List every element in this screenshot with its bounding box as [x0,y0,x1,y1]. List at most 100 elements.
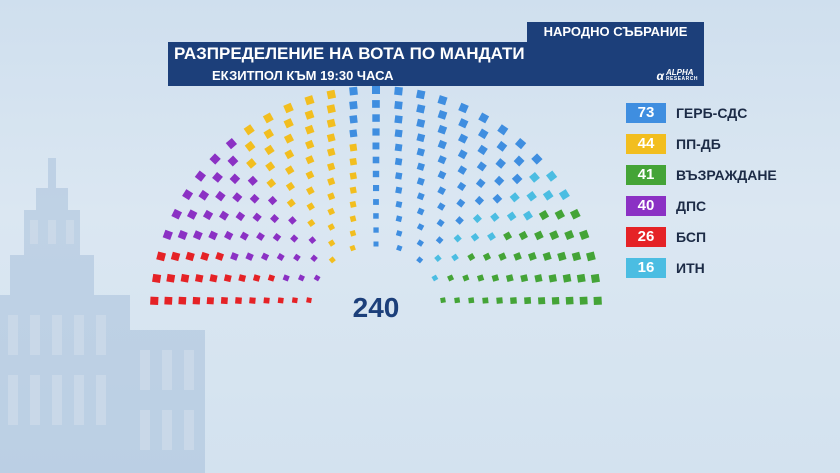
seat-mark [416,162,425,171]
seat-mark [542,251,552,261]
seat-mark [462,274,470,282]
seat-mark [492,193,503,204]
seat-mark [416,118,426,128]
seat-mark [227,155,239,167]
seat-mark [437,155,447,165]
seat-mark [545,170,558,182]
seat-mark [349,186,357,194]
seat-mark [235,297,242,305]
seat-mark [529,171,540,183]
seat-mark [520,274,529,283]
seat-mark [349,215,357,223]
seat-mark [457,149,468,160]
seat-mark [440,297,446,304]
seat-mark [437,139,447,150]
seat-mark [394,115,403,124]
seat-mark [395,230,403,237]
seat-mark [263,297,270,304]
seat-mark [164,296,173,305]
seat-mark [171,208,183,220]
seat-mark [436,218,445,227]
seat-mark [451,253,459,262]
seat-mark [434,254,442,263]
seat-mark [478,112,490,124]
seat-mark [416,207,425,216]
legend-item: 73 ГЕРБ-СДС [626,102,747,124]
title-banner: РАЗПРЕДЕЛЕНИЕ НА ВОТА ПО МАНДАТИ [168,42,704,66]
seat-mark [244,140,256,152]
legend-seat-count: 44 [626,134,666,154]
seat-mark [328,239,336,247]
seat-mark [497,124,509,136]
seat-mark [284,149,295,160]
seat-mark [270,214,280,224]
seat-mark [262,112,274,124]
seat-mark [305,155,315,165]
seat-mark [198,189,210,201]
seat-mark [372,100,380,108]
seat-mark [416,239,424,247]
seat-mark [416,177,425,186]
legend-party-name: БСП [676,229,707,245]
seat-mark [219,210,229,221]
seat-mark [156,251,166,262]
seat-mark [305,170,315,180]
seat-mark [416,147,426,157]
seat-mark [194,274,204,283]
seat-mark [557,251,567,262]
seat-mark [283,133,295,144]
seat-mark [396,244,403,252]
seat-mark [327,192,336,201]
seat-mark [326,104,336,114]
seat-mark [468,297,475,304]
seat-mark [265,161,276,172]
seat-mark [437,124,448,135]
seat-mark [477,144,488,156]
seat-mark [579,296,588,305]
seat-mark [223,274,232,283]
seat-mark [477,128,489,140]
seat-mark [326,89,337,100]
seat-mark [447,274,455,282]
seat-mark [178,296,187,305]
seat-mark [395,172,403,180]
assembly-label: НАРОДНО СЪБРАНИЕ [543,24,688,39]
seat-mark [215,252,225,261]
seat-mark [576,273,586,283]
seat-mark [209,274,218,283]
seat-mark [372,156,380,164]
seat-mark [308,236,317,244]
seat-mark [349,244,356,252]
seat-mark [246,158,257,169]
seat-mark [239,231,249,241]
seat-mark [202,209,214,221]
seat-mark [415,89,426,100]
legend-seat-count: 16 [626,258,666,278]
seat-mark [416,133,426,143]
seat-mark [349,230,357,237]
seat-mark [232,192,243,203]
seat-mark [503,231,513,241]
seat-mark [476,274,485,282]
legend-item: 44 ПП-ДБ [626,133,721,155]
seat-mark [524,297,532,305]
seat-mark [243,124,255,136]
seat-mark [327,223,336,231]
seat-mark [235,211,246,222]
seat-mark [260,252,270,261]
seat-mark [230,252,239,261]
assembly-banner: НАРОДНО СЪБРАНИЕ [527,22,704,42]
seat-mark [437,186,446,196]
seat-mark [266,178,277,189]
seat-mark [527,252,537,261]
seat-mark [431,274,439,282]
seat-mark [437,202,446,211]
seat-mark [548,274,558,283]
seat-mark [304,95,315,106]
seat-mark [327,207,336,216]
legend-party-name: ИТН [676,260,705,276]
seat-mark [513,155,525,167]
seat-mark [534,274,543,283]
seat-mark [372,86,380,94]
seat-mark [192,230,203,241]
